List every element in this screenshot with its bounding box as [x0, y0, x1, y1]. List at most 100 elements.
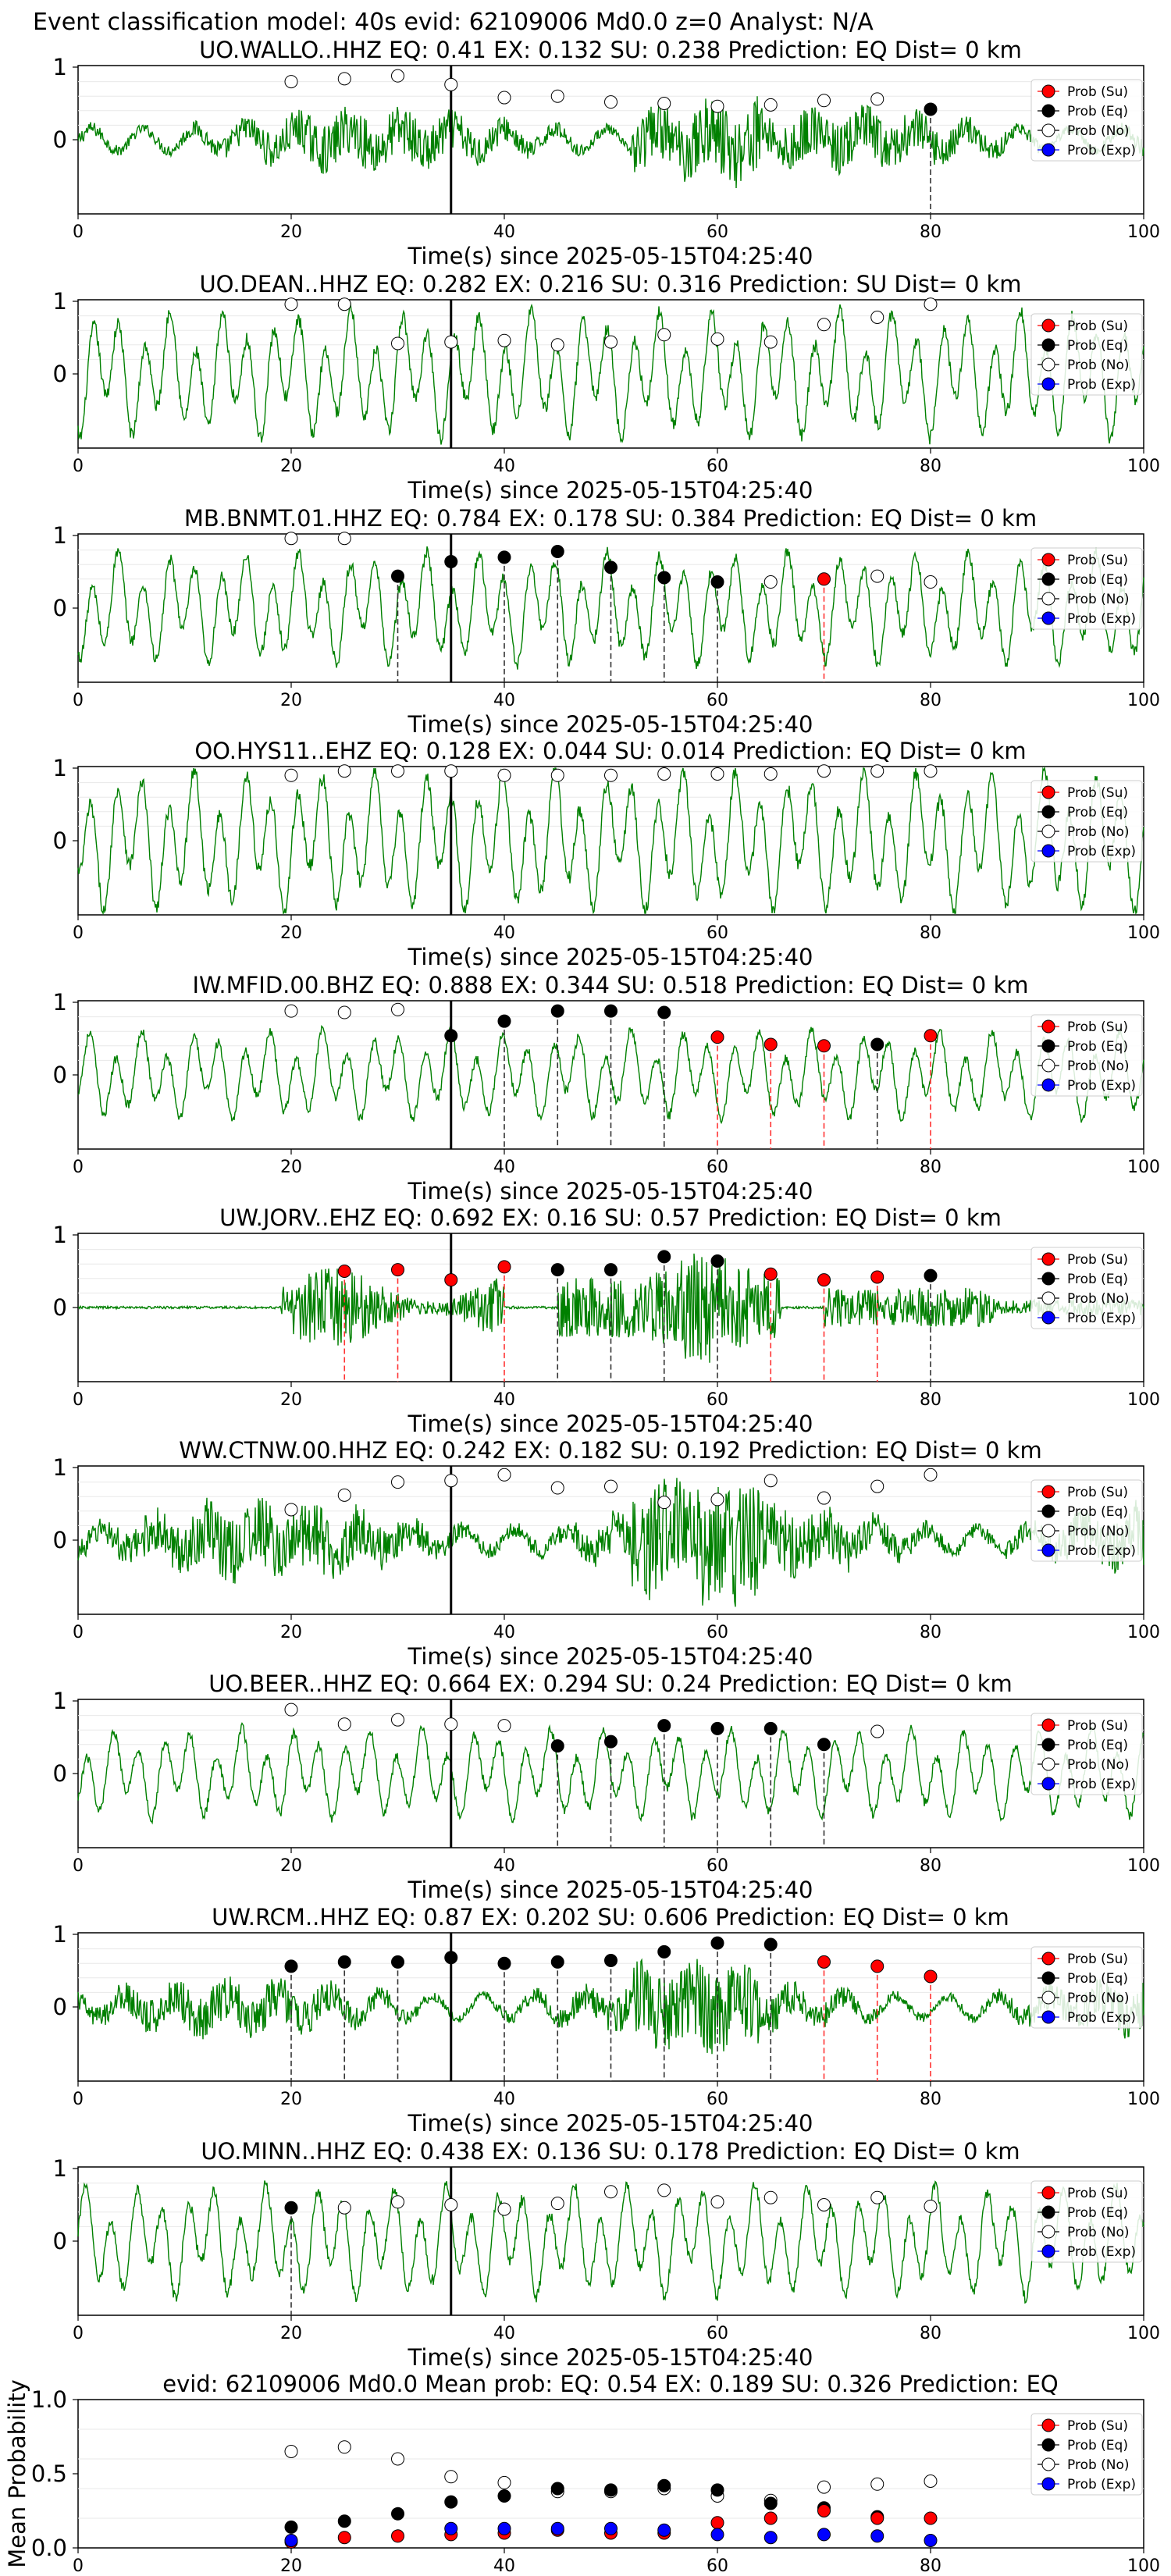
mean-point-su [870, 2511, 884, 2525]
x-tick-label: 80 [920, 457, 941, 476]
panel-title: UO.DEAN..HHZ EQ: 0.282 EX: 0.216 SU: 0.3… [199, 271, 1021, 297]
y-tick-label: 0 [53, 361, 67, 387]
x-tick-label: 100 [1127, 1623, 1160, 1642]
legend-label-exp: Prob (Exp) [1067, 611, 1136, 627]
legend-label-exp: Prob (Exp) [1067, 844, 1136, 859]
y-tick-label: 0 [53, 1294, 67, 1321]
prob-point-no [391, 2195, 404, 2209]
mean-point-eq [550, 2482, 564, 2496]
station-panel-4: OO.HYS11..EHZ EQ: 0.128 EX: 0.044 SU: 0.… [53, 738, 1160, 970]
legend-label-no: Prob (No) [1067, 592, 1130, 607]
mean-point-su [817, 2504, 831, 2517]
prob-point-su [817, 1955, 831, 1969]
prob-point-no [391, 1713, 404, 1727]
x-tick-label: 0 [73, 2556, 84, 2576]
prob-point-no [763, 1474, 778, 1488]
legend-label-eq: Prob (Eq) [1067, 1971, 1128, 1987]
waveform-trace [77, 2180, 1144, 2304]
prob-point-no [391, 1002, 404, 1016]
x-tick-label: 40 [493, 222, 515, 242]
legend-marker-no [1041, 824, 1055, 838]
prob-point-no [284, 532, 298, 546]
station-panel-3: MB.BNMT.01.HHZ EQ: 0.784 EX: 0.178 SU: 0… [53, 505, 1160, 738]
legend: Prob (Su) Prob (Eq) Prob (No) Prob (Exp) [1030, 1713, 1143, 1795]
x-tick-label: 0 [73, 691, 84, 710]
prob-point-su [763, 1037, 778, 1051]
mean-point-eq [710, 2483, 724, 2497]
x-axis-label: Time(s) since 2025-05-15T04:25:40 [408, 243, 813, 269]
prob-point-no [870, 310, 884, 324]
panels-group: UO.WALLO..HHZ EQ: 0.41 EX: 0.132 SU: 0.2… [4, 37, 1160, 2576]
legend-label-no: Prob (No) [1067, 1059, 1130, 1074]
x-axis-label: Time(s) since 2025-05-15T04:25:40 [408, 1178, 813, 1204]
x-tick-label: 20 [280, 1158, 302, 1177]
mean-point-no [870, 2477, 884, 2491]
prob-point-no [924, 297, 938, 311]
x-axis-label: Time(s) since 2025-05-15T04:25:40 [408, 477, 813, 503]
x-tick-label: 80 [920, 1623, 941, 1642]
legend-marker-eq [1041, 1738, 1055, 1752]
legend-label-eq: Prob (Eq) [1067, 338, 1128, 354]
mean-point-no [817, 2480, 831, 2494]
prob-point-eq [924, 102, 938, 116]
legend-marker-exp [1041, 2477, 1055, 2491]
y-tick-label: 1 [53, 522, 67, 549]
y-tick-label: 1 [53, 54, 67, 80]
prob-point-no [817, 94, 831, 108]
legend-label-exp: Prob (Exp) [1067, 2244, 1136, 2260]
x-tick-label: 100 [1127, 691, 1160, 710]
panel-title: evid: 62109006 Md0.0 Mean prob: EQ: 0.54… [162, 2371, 1059, 2397]
prob-point-eq [444, 554, 458, 568]
y-tick-label: 1 [53, 989, 67, 1016]
x-tick-label: 60 [707, 2090, 728, 2109]
x-tick-label: 60 [707, 1623, 728, 1642]
legend-marker-su [1041, 1019, 1055, 1034]
prob-point-no [604, 335, 618, 349]
legend-marker-exp [1041, 844, 1055, 858]
legend-label-exp: Prob (Exp) [1067, 377, 1136, 393]
x-tick-label: 20 [280, 1623, 302, 1642]
prob-point-eq [284, 2201, 298, 2215]
prob-point-no [870, 569, 884, 583]
prob-point-su [337, 1265, 351, 1278]
prob-point-no [924, 575, 938, 589]
legend-label-exp: Prob (Exp) [1067, 1311, 1136, 1326]
waveform-trace [77, 1722, 1144, 1825]
legend-marker-su [1041, 2418, 1055, 2432]
legend-marker-no [1041, 1757, 1055, 1771]
prob-point-no [337, 532, 351, 546]
x-tick-label: 60 [707, 222, 728, 242]
prob-point-eq [763, 1721, 778, 1735]
x-tick-label: 100 [1127, 457, 1160, 476]
station-panel-7: WW.CTNW.00.HHZ EQ: 0.242 EX: 0.182 SU: 0… [53, 1437, 1160, 1670]
prob-point-su [924, 1029, 938, 1043]
legend-marker-eq [1041, 1039, 1055, 1053]
prob-point-su [870, 1270, 884, 1284]
y-tick-label: 0 [53, 827, 67, 854]
x-tick-label: 20 [280, 691, 302, 710]
legend-frame [1030, 780, 1143, 863]
y-tick-label: 0.0 [31, 2535, 67, 2561]
prob-point-eq [763, 1937, 778, 1952]
legend-marker-su [1041, 1252, 1055, 1266]
prob-point-no [337, 1717, 351, 1731]
x-axis-label: Time(s) since 2025-05-15T04:25:40 [408, 1643, 813, 1670]
prob-point-su [817, 572, 831, 586]
prob-point-no [284, 768, 298, 782]
prob-point-no [497, 333, 511, 347]
y-tick-label: 0 [53, 2228, 67, 2254]
prob-point-eq [391, 569, 404, 583]
x-tick-label: 60 [707, 1390, 728, 1410]
panel-title: UO.MINN..HHZ EQ: 0.438 EX: 0.136 SU: 0.1… [201, 2138, 1020, 2165]
x-tick-label: 100 [1127, 2090, 1160, 2109]
prob-point-eq [817, 1738, 831, 1752]
y-tick-label: 1.0 [31, 2386, 67, 2413]
y-tick-label: 1 [53, 755, 67, 781]
legend-label-no: Prob (No) [1067, 1291, 1130, 1307]
legend-label-eq: Prob (Eq) [1067, 104, 1128, 119]
x-axis-label: Time(s) since 2025-05-15T04:25:40 [408, 2344, 813, 2371]
legend-marker-exp [1041, 1311, 1055, 1325]
x-tick-label: 80 [920, 691, 941, 710]
y-axis-label: Mean Probability [4, 2379, 30, 2568]
panel-title: UW.RCM..HHZ EQ: 0.87 EX: 0.202 SU: 0.606… [212, 1904, 1009, 1930]
